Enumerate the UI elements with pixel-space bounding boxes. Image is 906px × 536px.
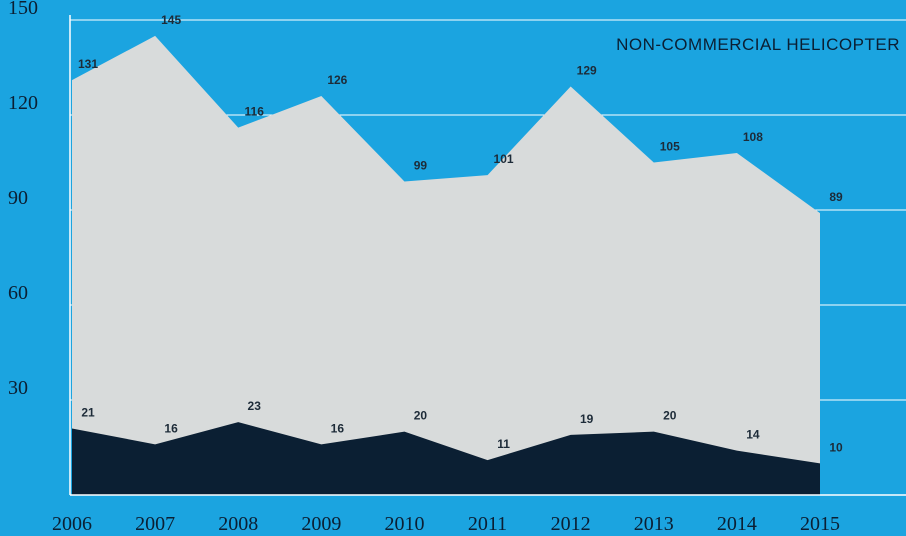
x-tick-label: 2009 (301, 513, 341, 535)
value-label: 108 (743, 130, 763, 144)
value-label: 11 (497, 437, 510, 451)
value-label: 21 (81, 406, 95, 420)
area (72, 422, 820, 495)
value-label: 101 (494, 152, 514, 166)
x-tick-label: 2008 (218, 513, 258, 535)
x-tick-label: 2012 (551, 513, 591, 535)
value-label: 16 (164, 421, 178, 435)
value-label: 20 (663, 409, 677, 423)
y-tick-label: 150 (8, 0, 38, 19)
x-tick-label: 2011 (468, 513, 507, 535)
y-tick-label: 60 (8, 282, 28, 304)
value-label: 19 (580, 412, 594, 426)
value-label: 89 (829, 190, 843, 204)
value-label: 116 (245, 105, 265, 119)
value-label: 99 (414, 159, 428, 173)
x-tick-label: 2014 (717, 513, 757, 535)
areas (72, 35, 820, 495)
labels: 131 145 116 126 99 101 129 105 108 89 21 16 23 16 20 11… (78, 13, 843, 455)
y-tick-label: 120 (8, 92, 38, 114)
value-label: 16 (331, 421, 345, 435)
value-label: 105 (660, 140, 680, 154)
y-tick-label: 90 (8, 187, 28, 209)
value-label: 23 (248, 399, 262, 413)
chart-title: NON-COMMERCIAL HELICOPTER (616, 35, 900, 54)
value-label: 129 (577, 64, 597, 78)
y-tick-label: 30 (8, 377, 28, 399)
x-tick-label: 2015 (800, 513, 840, 535)
area (72, 35, 820, 495)
value-label: 145 (161, 13, 181, 27)
x-tick-label: 2006 (52, 513, 92, 535)
value-label: 10 (829, 440, 843, 454)
x-tick-label: 2013 (634, 513, 674, 535)
x-tick-label: 2010 (384, 513, 424, 535)
value-label: 20 (414, 409, 428, 423)
value-label: 126 (327, 73, 347, 87)
x-tick-label: 2007 (135, 513, 175, 535)
value-label: 14 (746, 428, 760, 442)
value-label: 131 (78, 57, 98, 71)
